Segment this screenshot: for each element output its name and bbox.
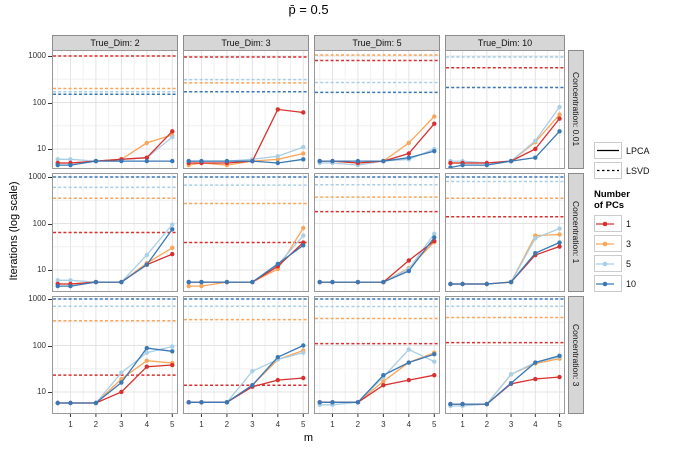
legend-color-title: Number of PCs (594, 189, 630, 211)
svg-text:4: 4 (407, 420, 412, 429)
y-tick-label: 100 (32, 97, 46, 107)
y-tick-mark (48, 102, 52, 104)
chart-title: p̄ = 0.5 (288, 2, 329, 17)
y-tick-mark (48, 270, 52, 271)
panel-10-3: 1 2 3 4 5 (445, 296, 565, 429)
facet-col-strip-truedim-2: True_Dim: 2 (52, 35, 178, 51)
panel-5-0.01 (314, 50, 440, 169)
facet-row-strip-concentration-001: Concentration: 0.01 (568, 50, 584, 169)
y-tick-mark (48, 149, 52, 150)
legend-entry-pc3: 3 (594, 235, 674, 252)
svg-text:3: 3 (381, 420, 386, 429)
pc1-color-key (594, 215, 622, 232)
svg-text:2: 2 (225, 420, 230, 429)
y-tick-mark (48, 345, 52, 347)
legend-entry-pc10: 10 (594, 275, 674, 292)
legend-entry-lsvd: LSVD (594, 162, 674, 179)
y-tick-label: 1000 (28, 51, 46, 60)
svg-text:5: 5 (170, 420, 175, 429)
y-tick-mark (48, 177, 52, 178)
y-tick-mark (48, 223, 52, 225)
legend-entry-lpca: LPCA (594, 142, 674, 159)
svg-text:3: 3 (250, 420, 255, 429)
legend: LPCA LSVD Number of PCs 1 3 (594, 142, 674, 295)
svg-text:3: 3 (119, 420, 124, 429)
y-tick-label: 100 (32, 340, 46, 350)
svg-text:4: 4 (276, 420, 281, 429)
panel-10-1 (445, 173, 565, 292)
lpca-solid-line-key (594, 142, 622, 159)
facet-row-strip-concentration-1: Concentration: 1 (568, 173, 584, 292)
panel-2-3: 1 2 3 4 5 (52, 296, 178, 429)
pc10-color-key (594, 275, 622, 292)
svg-text:1: 1 (68, 420, 73, 429)
y-tick-label: 10 (37, 387, 46, 396)
svg-text:5: 5 (301, 420, 306, 429)
pc5-color-key (594, 255, 622, 272)
facet-col-strip-truedim-3: True_Dim: 3 (183, 35, 309, 51)
y-tick-label: 1000 (28, 294, 46, 303)
svg-text:5: 5 (557, 420, 562, 429)
panel-3-1 (183, 173, 309, 292)
panel-5-1 (314, 173, 440, 292)
facet-row-strip-concentration-3: Concentration: 3 (568, 296, 584, 414)
y-tick-mark (48, 56, 52, 57)
panel-5-3: 1 2 3 4 5 (314, 296, 440, 429)
legend-entry-pc5: 5 (594, 255, 674, 272)
panel-2-0.01 (52, 50, 178, 169)
y-axis-label: Iterations (log scale) (8, 181, 20, 281)
y-tick-label: 1000 (28, 172, 46, 181)
svg-text:1: 1 (460, 420, 465, 429)
legend-entry-pc1: 1 (594, 215, 674, 232)
panel-10-0.01 (445, 50, 565, 169)
svg-text:2: 2 (94, 420, 99, 429)
y-tick-mark (48, 299, 52, 300)
panel-3-0.01 (183, 50, 309, 169)
svg-text:2: 2 (356, 420, 361, 429)
svg-text:1: 1 (330, 420, 335, 429)
lsvd-dashed-line-key (594, 162, 622, 179)
panel-2-1 (52, 173, 178, 292)
y-tick-label: 100 (32, 218, 46, 228)
facet-col-strip-truedim-5: True_Dim: 5 (314, 35, 440, 51)
x-axis-label: m (303, 432, 314, 444)
svg-text:1: 1 (199, 420, 204, 429)
svg-text:4: 4 (145, 420, 150, 429)
facet-col-strip-truedim-10: True_Dim: 10 (445, 35, 565, 51)
svg-text:2: 2 (485, 420, 490, 429)
pc3-color-key (594, 235, 622, 252)
svg-text:3: 3 (509, 420, 514, 429)
y-tick-mark (48, 392, 52, 393)
svg-text:4: 4 (533, 420, 538, 429)
panel-3-3: 1 2 3 4 5 (183, 296, 309, 429)
y-tick-label: 10 (37, 144, 46, 153)
svg-text:5: 5 (432, 420, 437, 429)
y-tick-label: 10 (37, 265, 46, 274)
